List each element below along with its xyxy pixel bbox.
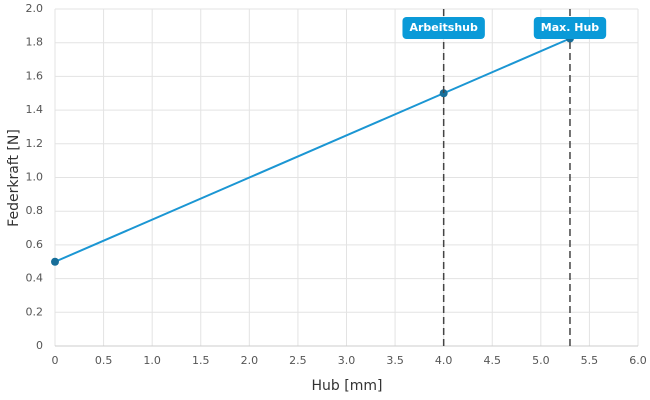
- y-tick-label: 1.0: [26, 171, 44, 184]
- x-axis-title: Hub [mm]: [312, 378, 383, 394]
- x-tick-label: 0.5: [95, 354, 113, 367]
- y-tick-label: 0.6: [26, 238, 44, 251]
- x-tick-label: 4.0: [435, 354, 453, 367]
- y-axis-title: Federkraft [N]: [6, 129, 22, 227]
- x-tick-label: 1.5: [192, 354, 210, 367]
- x-tick-label: 1.0: [143, 354, 161, 367]
- x-tick-label: 2.5: [289, 354, 307, 367]
- x-tick-label: 2.0: [241, 354, 259, 367]
- x-tick-label: 3.0: [338, 354, 356, 367]
- marker-label: Max. Hub: [541, 21, 600, 34]
- y-tick-label: 1.8: [26, 36, 44, 49]
- marker-label: Arbeitshub: [409, 21, 478, 34]
- y-tick-label: 2.0: [26, 2, 44, 15]
- x-tick-label: 6.0: [629, 354, 647, 367]
- y-tick-label: 0.2: [26, 305, 44, 318]
- x-tick-label: 0: [52, 354, 59, 367]
- marker-label-box: [533, 17, 607, 39]
- y-tick-label: 0.4: [26, 272, 44, 285]
- point: [51, 257, 59, 266]
- x-tick-label: 5.0: [532, 354, 550, 367]
- y-tick-label: 1.6: [26, 69, 44, 82]
- point: [439, 89, 448, 98]
- y-tick-label: 1.2: [26, 137, 44, 150]
- y-tick-label: 0.8: [26, 204, 44, 217]
- x-tick-label: 4.5: [484, 354, 502, 367]
- x-tick-label: 3.5: [386, 354, 404, 367]
- y-tick-label: 1.4: [26, 103, 44, 116]
- marker-label-box: [402, 17, 485, 39]
- x-tick-label: 5.5: [581, 354, 599, 367]
- y-tick-label: 0: [36, 339, 43, 352]
